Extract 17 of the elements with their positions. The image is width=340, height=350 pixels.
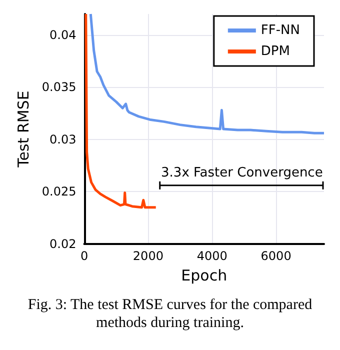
line-series: [84, 12, 158, 209]
x-axis-title: Epoch: [181, 266, 228, 284]
y-tick-label: 0.02: [50, 237, 76, 251]
y-tick-label: 0.035: [42, 80, 76, 94]
annotation: 3.3x Faster Convergence: [161, 165, 323, 180]
y-tick-label: 0.025: [42, 184, 76, 199]
line-series: [89, 12, 326, 134]
legend-label: FF-NN: [260, 23, 300, 38]
x-tick-label: 6000: [260, 249, 292, 263]
y-axis-title: Test RMSE: [14, 90, 32, 168]
x-tick-label: 0: [80, 249, 88, 263]
x-tick-label: 2000: [132, 249, 164, 263]
caption: Fig. 3: The test RMSE curves for the compared methods during training.: [26, 296, 314, 332]
legend-label: DPM: [260, 44, 290, 59]
x-tick-label: 4000: [196, 249, 228, 263]
y-tick-label: 0.03: [50, 132, 76, 146]
y-tick-label: 0.04: [50, 28, 76, 42]
